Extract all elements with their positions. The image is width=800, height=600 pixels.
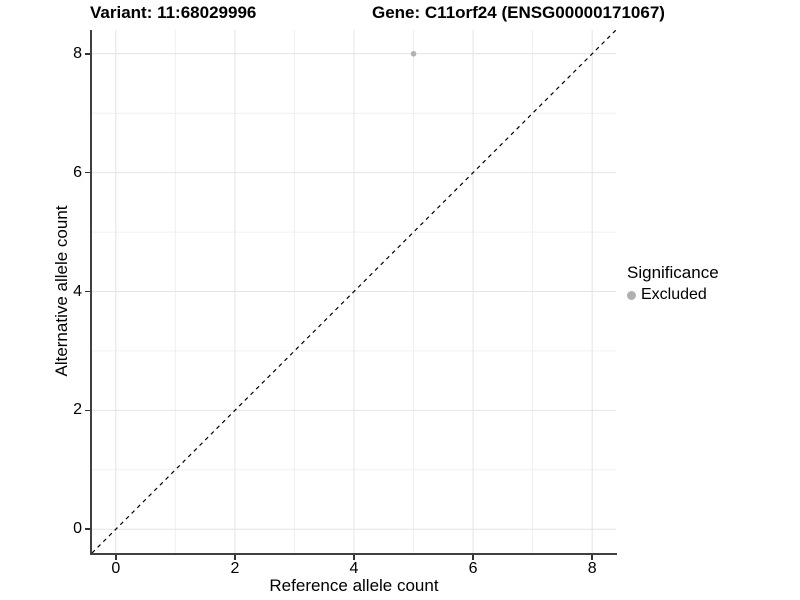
y-tick-mark	[85, 409, 90, 412]
x-tick-mark	[472, 555, 474, 560]
identity-line	[92, 30, 616, 553]
x-tick-mark	[353, 555, 355, 560]
legend-entry-label: Excluded	[641, 286, 707, 303]
x-tick-label: 6	[468, 560, 478, 577]
x-tick-mark	[115, 555, 117, 560]
legend-key-dot	[627, 290, 636, 300]
legend: Significance Excluded	[627, 263, 719, 304]
plot-title-variant: Variant: 11:68029996	[90, 3, 257, 22]
x-tick-label: 2	[230, 560, 240, 577]
y-tick-mark	[85, 290, 90, 293]
y-tick-label: 8	[73, 44, 82, 62]
legend-title: Significance	[627, 263, 719, 282]
y-tick-mark	[85, 528, 90, 530]
data-point	[410, 50, 417, 57]
x-tick-label: 4	[349, 560, 359, 577]
x-axis-line	[90, 553, 617, 555]
y-tick-label: 0	[73, 520, 82, 538]
y-tick-label: 6	[73, 163, 82, 181]
x-tick-mark	[591, 555, 593, 560]
x-axis-title: Reference allele count	[269, 576, 439, 595]
x-tick-label: 0	[111, 560, 121, 577]
y-tick-mark	[85, 53, 90, 55]
plot-title-gene: Gene: C11orf24 (ENSG00000171067)	[372, 3, 665, 22]
y-tick-label: 2	[73, 401, 82, 419]
plot-canvas	[92, 30, 616, 553]
x-tick-label: 8	[587, 560, 597, 577]
y-axis-line	[90, 30, 92, 555]
y-tick-mark	[85, 171, 90, 174]
plot-panel	[92, 30, 616, 553]
y-tick-label: 4	[73, 282, 82, 300]
x-tick-mark	[234, 555, 236, 560]
legend-entry-excluded: Excluded	[627, 286, 719, 304]
